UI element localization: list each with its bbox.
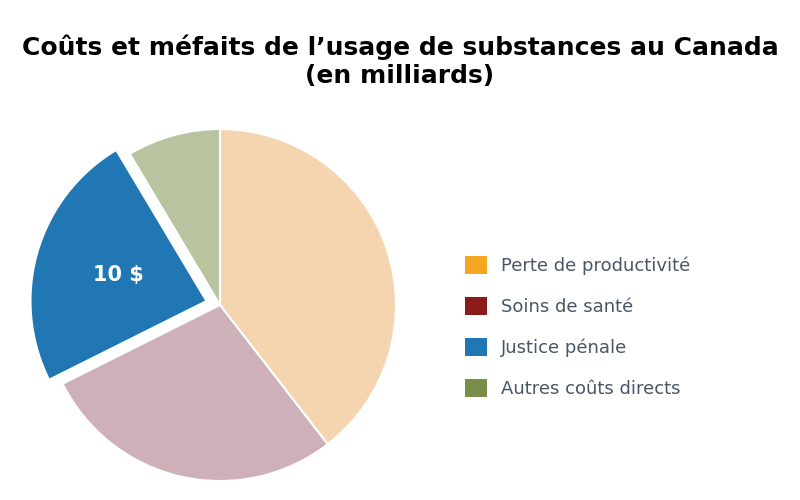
- Wedge shape: [62, 305, 328, 481]
- Wedge shape: [220, 129, 396, 444]
- Wedge shape: [130, 129, 220, 305]
- Text: Coûts et méfaits de l’usage de substances au Canada
(en milliards): Coûts et méfaits de l’usage de substance…: [22, 35, 778, 88]
- Legend: Perte de productivité, Soins de santé, Justice pénale, Autres coûts directs: Perte de productivité, Soins de santé, J…: [458, 248, 698, 406]
- Wedge shape: [30, 150, 206, 380]
- Text: 10 $: 10 $: [94, 266, 144, 285]
